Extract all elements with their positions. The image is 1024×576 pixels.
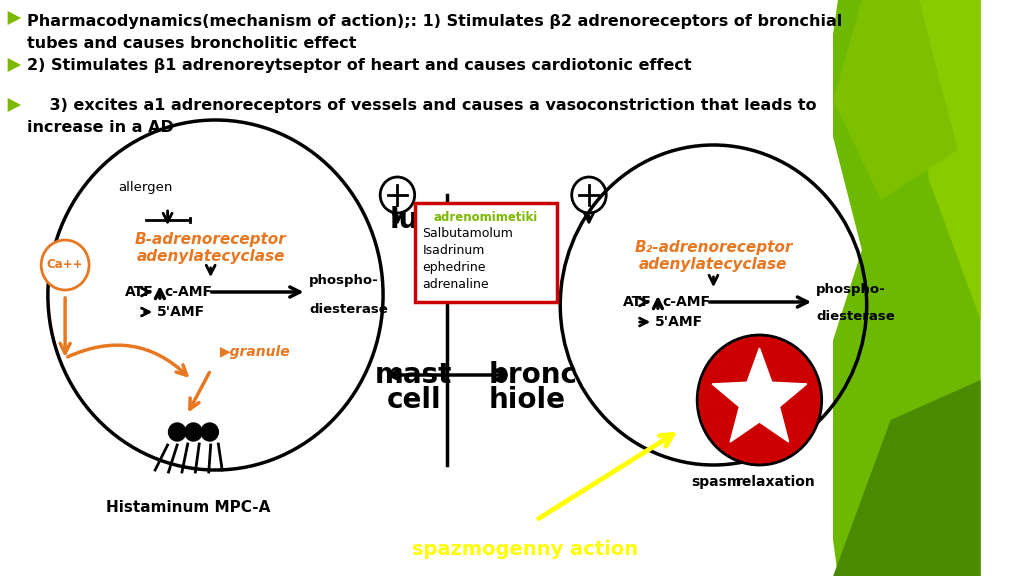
Text: 3) excites a1 adrenoreceptors of vessels and causes a vasoconstriction that lead: 3) excites a1 adrenoreceptors of vessels… [27, 98, 816, 113]
Text: Pharmacodynamics(mechanism of action);: 1) Stimulates β2 adrenoreceptors of bron: Pharmacodynamics(mechanism of action);: … [27, 14, 842, 29]
Text: cell: cell [386, 386, 441, 414]
Text: ATF: ATF [125, 285, 154, 299]
Text: diesterase: diesterase [816, 310, 895, 323]
Text: Ca++: Ca++ [47, 259, 83, 271]
Polygon shape [7, 58, 22, 72]
Text: ATF: ATF [623, 295, 651, 309]
Polygon shape [712, 348, 807, 442]
Circle shape [41, 240, 89, 290]
Text: B-adrenoreceptor: B-adrenoreceptor [135, 232, 287, 247]
Polygon shape [834, 380, 981, 576]
Text: ephedrine: ephedrine [422, 261, 485, 274]
Circle shape [201, 423, 218, 441]
Text: relaxation: relaxation [735, 475, 815, 489]
Text: tubes and causes broncholitic effect: tubes and causes broncholitic effect [27, 36, 356, 51]
Circle shape [697, 335, 821, 465]
Text: adenylateсyclase: adenylateсyclase [136, 249, 285, 264]
Text: Histaminum MPC-A: Histaminum MPC-A [106, 500, 270, 515]
Text: increase in a AD: increase in a AD [27, 120, 174, 135]
Text: spasm: spasm [691, 475, 741, 489]
Text: phospho-: phospho- [816, 283, 886, 296]
Polygon shape [7, 98, 22, 112]
Text: phospho-: phospho- [309, 274, 379, 287]
Text: c-AMF: c-AMF [663, 295, 711, 309]
FancyBboxPatch shape [0, 185, 834, 576]
Polygon shape [7, 11, 22, 25]
FancyBboxPatch shape [415, 203, 557, 302]
Text: mast: mast [375, 361, 453, 389]
Text: adrenomimetiki: adrenomimetiki [434, 211, 539, 224]
Text: diesterase: diesterase [309, 303, 388, 316]
Text: allergen: allergen [119, 181, 173, 194]
Polygon shape [834, 0, 957, 200]
Text: Salbutamolum: Salbutamolum [422, 227, 513, 240]
Text: 2) Stimulates β1 adrenoreytseptor of heart and causes cardiotonic effect: 2) Stimulates β1 adrenoreytseptor of hea… [27, 58, 691, 73]
Text: 5'AMF: 5'AMF [157, 305, 205, 319]
Text: Isadrinum: Isadrinum [422, 244, 484, 257]
Text: lungs: lungs [390, 206, 475, 234]
Text: adenylateсyclase: adenylateсyclase [639, 257, 787, 272]
Text: hiole: hiole [488, 386, 565, 414]
FancyBboxPatch shape [0, 0, 834, 185]
Text: spazmogenny action: spazmogenny action [412, 540, 638, 559]
Text: B₂-adrenoreceptor: B₂-adrenoreceptor [634, 240, 793, 255]
Text: 5'AMF: 5'AMF [655, 315, 703, 329]
Circle shape [169, 423, 185, 441]
Text: bronc: bronc [488, 361, 578, 389]
Text: adrenaline: adrenaline [422, 278, 488, 291]
Polygon shape [909, 0, 981, 320]
Text: ▶granule: ▶granule [220, 345, 291, 359]
Text: c-AMF: c-AMF [165, 285, 213, 299]
Circle shape [184, 423, 202, 441]
Polygon shape [814, 0, 981, 576]
